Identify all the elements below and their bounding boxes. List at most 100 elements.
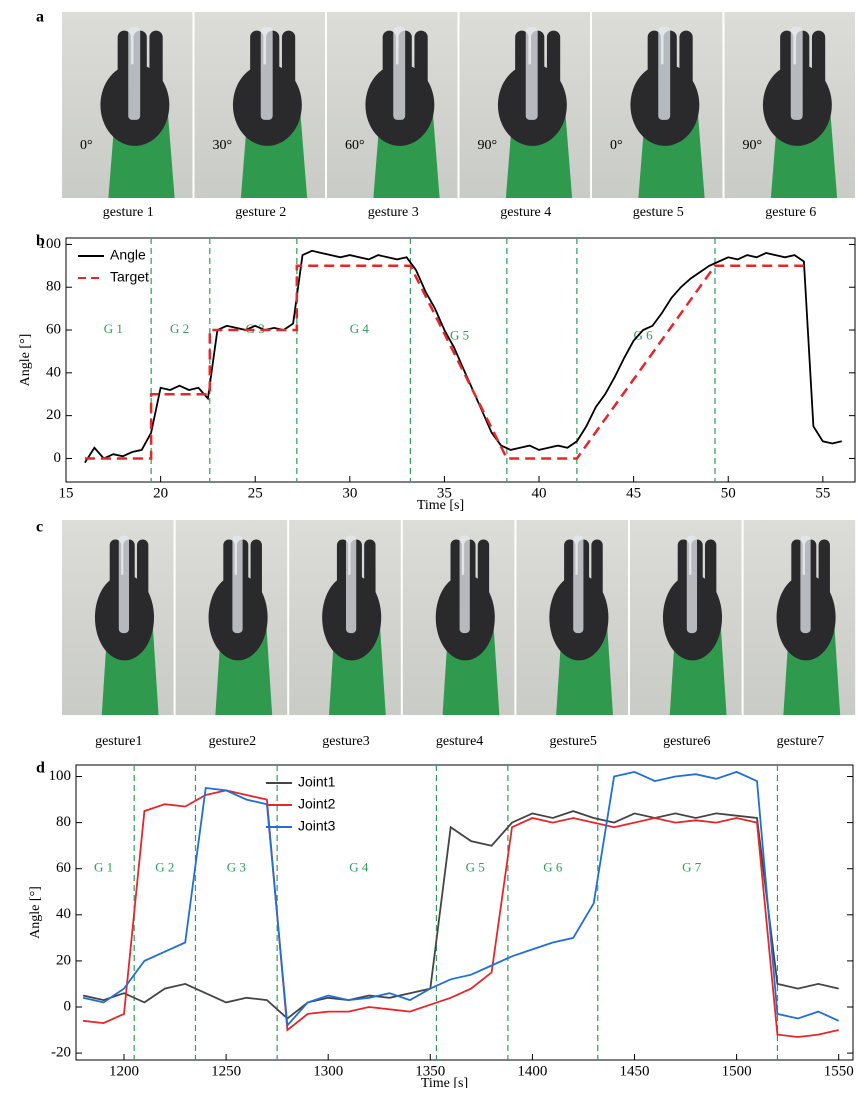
- glove-finger: [281, 30, 296, 96]
- y-tick-label: 80: [56, 814, 71, 830]
- plot-frame: [75, 764, 854, 1061]
- gesture-annotation: G 5: [450, 327, 469, 342]
- gesture-annotation: G 4: [349, 860, 369, 875]
- gesture-annotation: G 1: [94, 860, 113, 875]
- data-line: [82, 770, 840, 1028]
- glove-finger: [591, 539, 603, 608]
- angle-label: 90°: [743, 138, 763, 153]
- gesture-annotation: G 6: [634, 327, 654, 342]
- y-tick-label: 20: [46, 407, 61, 423]
- y-axis-label: Angle [°]: [18, 334, 33, 387]
- photo-caption: gesture6: [663, 734, 710, 749]
- y-axis-label: Angle [°]: [28, 886, 43, 939]
- x-tick-label: 1350: [415, 1063, 445, 1079]
- glove-finger: [382, 30, 396, 96]
- photo-caption: gesture1: [95, 734, 142, 749]
- glove-finger: [704, 539, 717, 608]
- sensor: [790, 26, 803, 120]
- legend-label: Angle: [110, 247, 146, 263]
- panel-label: d: [36, 760, 45, 777]
- x-tick-label: 1300: [313, 1063, 343, 1079]
- legend-label: Joint3: [298, 818, 336, 834]
- data-line: [84, 264, 804, 460]
- glove-finger: [780, 30, 794, 96]
- x-tick-label: 55: [815, 485, 830, 501]
- glove-finger: [136, 539, 149, 608]
- glove-finger: [679, 30, 693, 96]
- legend-label: Target: [110, 269, 149, 285]
- angle-label: 90°: [478, 138, 498, 153]
- y-tick-label: 40: [56, 906, 71, 922]
- glove-finger: [414, 30, 428, 96]
- y-tick-label: 0: [54, 450, 62, 466]
- x-tick-label: 1200: [109, 1063, 139, 1079]
- sensor: [232, 535, 243, 634]
- x-tick-label: 50: [721, 485, 736, 501]
- glove-finger: [109, 539, 122, 608]
- glove-finger: [250, 539, 262, 608]
- photo-caption: gesture 3: [368, 205, 419, 220]
- gesture-annotation: G 5: [466, 860, 485, 875]
- glove-finger: [477, 539, 490, 608]
- sensor: [525, 26, 538, 120]
- glove-finger: [336, 539, 349, 608]
- sensor: [658, 26, 671, 120]
- x-tick-label: 45: [626, 485, 641, 501]
- x-tick-label: 15: [59, 485, 74, 501]
- glove-finger: [818, 539, 830, 608]
- angle-label: 0°: [610, 138, 623, 153]
- x-tick-label: 35: [437, 485, 452, 501]
- legend-label: Joint2: [298, 796, 336, 812]
- data-line: [82, 810, 839, 1020]
- sensor: [393, 26, 406, 120]
- x-tick-label: 1400: [517, 1063, 547, 1079]
- x-tick-label: 30: [342, 485, 357, 501]
- y-tick-label: 60: [56, 860, 71, 876]
- sensor: [128, 26, 141, 120]
- angle-label: 60°: [345, 138, 365, 153]
- gesture-annotation: G 6: [543, 860, 563, 875]
- panel-label: b: [36, 233, 45, 250]
- glove-finger: [223, 539, 235, 608]
- glove-finger: [117, 30, 131, 96]
- gesture-annotation: G 3: [227, 860, 246, 875]
- glove-finger: [450, 539, 462, 608]
- panel-label: c: [36, 519, 43, 536]
- y-tick-label: 0: [64, 998, 72, 1014]
- y-tick-label: 100: [49, 768, 72, 784]
- glove-finger: [791, 539, 803, 608]
- photo-caption: gesture 6: [765, 205, 816, 220]
- glove-finger: [364, 539, 376, 608]
- gesture-annotation: G 4: [350, 321, 370, 336]
- x-axis-label: Time [s]: [421, 1076, 468, 1088]
- angle-label: 0°: [80, 138, 93, 153]
- photo-caption: gesture3: [322, 734, 369, 749]
- data-line: [84, 249, 843, 464]
- sensor: [118, 535, 130, 634]
- angle-label: 30°: [213, 138, 233, 153]
- glove-finger: [250, 30, 264, 96]
- y-tick-label: 80: [46, 279, 61, 295]
- x-tick-label: 1500: [722, 1063, 752, 1079]
- photo-caption: gesture 1: [103, 205, 154, 220]
- sensor: [346, 535, 357, 634]
- glove-finger: [546, 30, 561, 96]
- gesture-annotation: G 7: [682, 860, 702, 875]
- glove-finger: [647, 30, 661, 96]
- sensor: [573, 535, 584, 634]
- glove-finger: [677, 539, 690, 608]
- photo-caption: gesture4: [436, 734, 483, 749]
- gesture-annotation: G 1: [104, 321, 123, 336]
- x-axis-label: Time [s]: [417, 498, 464, 513]
- y-tick-label: 40: [46, 364, 61, 380]
- x-tick-label: 1450: [620, 1063, 650, 1079]
- panel-label: a: [36, 9, 44, 26]
- photo-caption: gesture 5: [633, 205, 684, 220]
- sensor: [686, 535, 698, 634]
- gesture-annotation: G 2: [155, 860, 174, 875]
- photo-caption: gesture 4: [500, 205, 551, 220]
- x-tick-label: 25: [248, 485, 263, 501]
- plot-frame: [65, 237, 856, 483]
- sensor: [800, 535, 811, 634]
- gesture-annotation: G 2: [170, 321, 189, 336]
